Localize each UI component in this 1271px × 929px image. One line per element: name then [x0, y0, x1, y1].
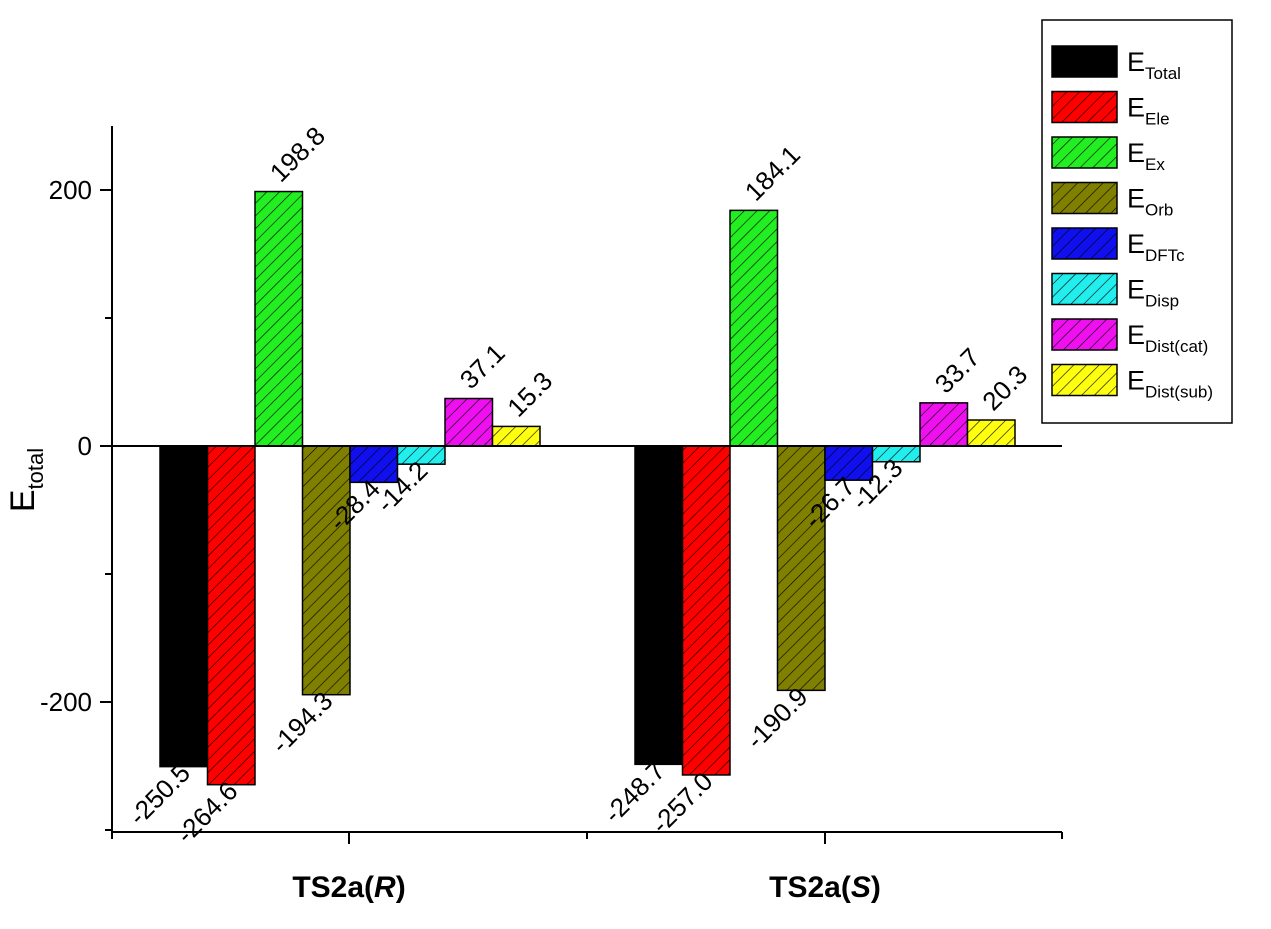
legend-label-ex: EEx [1127, 138, 1165, 174]
bar-orb-r [301, 445, 351, 696]
legend-box [1041, 19, 1233, 424]
legend-swatch-ex [1051, 136, 1118, 169]
bar-ex-r [254, 190, 304, 447]
legend-label-dist-cat: EDist(cat) [1127, 320, 1208, 356]
legend-swatch-orb [1051, 181, 1118, 215]
data-label-dist-cat-s: 33.7 [929, 342, 986, 399]
legend-label-disp: EDisp [1127, 275, 1179, 311]
bar-orb-s [776, 445, 826, 692]
data-label-dist-cat-r: 37.1 [454, 338, 511, 395]
bar-ex-s [729, 209, 779, 447]
x-tick-label-s: TS2a(S) [769, 871, 881, 904]
legend-swatch-total [1051, 45, 1118, 78]
data-label-orb-s: -190.9 [740, 681, 813, 754]
legend: ETotal EEle EEx EOrb EDFTc EDisp EDist(cat) EDi… [1041, 19, 1233, 424]
legend-label-dist-sub: EDist(sub) [1127, 366, 1213, 402]
bar-dist-cat-r [444, 397, 494, 447]
bar-dist-cat-s [919, 402, 969, 447]
y-axis-title: Etotal [4, 448, 48, 512]
legend-label-ele: EEle [1127, 93, 1170, 129]
legend-label-total: ETotal [1127, 47, 1181, 83]
data-label-ex-r: 198.8 [264, 121, 331, 188]
bar-disp-r [396, 445, 446, 465]
bar-dist-sub-s [966, 419, 1016, 447]
y-tick-label: 0 [78, 431, 92, 461]
legend-swatch-ele [1051, 90, 1118, 124]
legend-swatch-disp [1051, 272, 1118, 306]
y-tick-label: -200 [40, 687, 92, 717]
legend-swatch-dist-cat [1051, 318, 1118, 351]
data-label-dist-sub-s: 20.3 [976, 359, 1033, 416]
legend-label-orb: EOrb [1127, 184, 1173, 220]
bar-total-s [634, 445, 684, 766]
legend-swatch-dftc [1051, 227, 1118, 260]
x-tick-label-r: TS2a(R) [292, 871, 405, 904]
bar-dftc-s [824, 445, 874, 481]
data-label-dist-sub-r: 15.3 [501, 366, 558, 423]
legend-swatch-dist-sub [1051, 363, 1118, 397]
bar-total-r [159, 445, 209, 768]
data-label-orb-r: -194.3 [265, 686, 338, 759]
y-tick-label: 200 [49, 175, 92, 205]
legend-label-dftc: EDFTc [1127, 229, 1185, 265]
data-label-ex-s: 184.1 [739, 139, 806, 206]
bars-group [159, 190, 1016, 786]
bar-ele-s [681, 445, 731, 776]
bar-ele-r [206, 445, 256, 786]
bar-dist-sub-r [491, 425, 541, 447]
axes-group: -200 0 200 TS2a(R) TS2a(S) Etotal [4, 126, 1063, 904]
